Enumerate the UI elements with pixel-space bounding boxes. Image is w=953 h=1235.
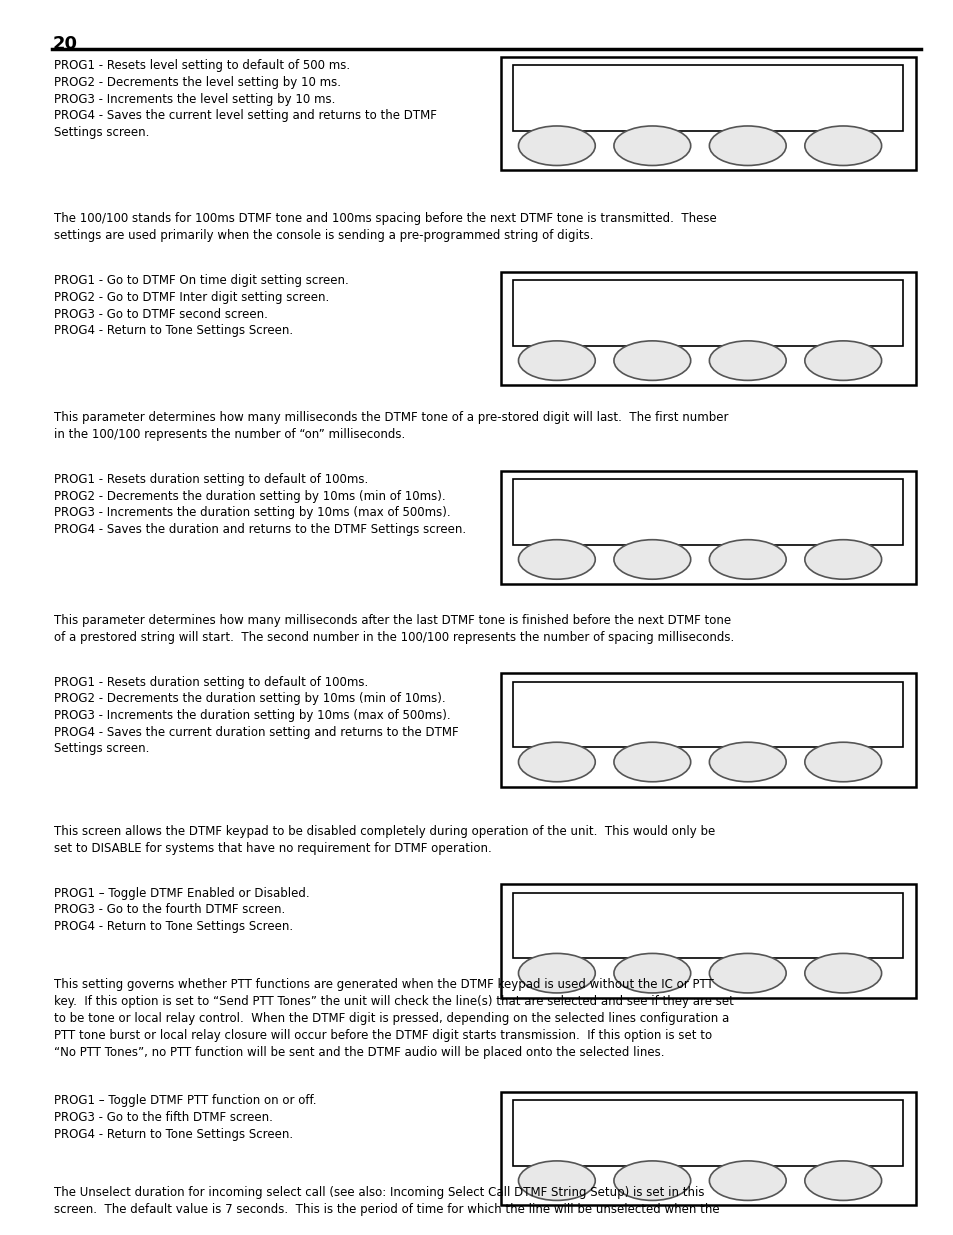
Text: PROG2 - Decrements the level setting by 10 ms.: PROG2 - Decrements the level setting by …: [54, 77, 341, 89]
Text: PROG1 - Resets level setting to default of 500 ms.: PROG1 - Resets level setting to default …: [54, 59, 350, 73]
Ellipse shape: [517, 1161, 595, 1200]
Ellipse shape: [804, 341, 881, 380]
Ellipse shape: [804, 953, 881, 993]
Text: PROG2 - Decrements the duration setting by 10ms (min of 10ms).: PROG2 - Decrements the duration setting …: [54, 692, 446, 705]
Text: PROG1 – Toggle DTMF Enabled or Disabled.: PROG1 – Toggle DTMF Enabled or Disabled.: [54, 887, 310, 900]
Text: PROG3 - Increments the duration setting by 10ms (max of 500ms).: PROG3 - Increments the duration setting …: [54, 709, 451, 722]
Text: set to DISABLE for systems that have no requirement for DTMF operation.: set to DISABLE for systems that have no …: [54, 842, 492, 855]
Text: PROG3 - Go to the fourth DTMF screen.: PROG3 - Go to the fourth DTMF screen.: [54, 904, 285, 916]
Ellipse shape: [517, 341, 595, 380]
Text: settings are used primarily when the console is sending a pre-programmed string : settings are used primarily when the con…: [54, 230, 594, 242]
Text: This screen allows the DTMF keypad to be disabled completely during operation of: This screen allows the DTMF keypad to be…: [54, 825, 715, 839]
Text: PROG2 - Go to DTMF Inter digit setting screen.: PROG2 - Go to DTMF Inter digit setting s…: [54, 290, 330, 304]
Text: in the 100/100 represents the number of “on” milliseconds.: in the 100/100 represents the number of …: [54, 429, 405, 441]
Ellipse shape: [709, 742, 785, 782]
Text: PROG3 - Increments the duration setting by 10ms (max of 500ms).: PROG3 - Increments the duration setting …: [54, 506, 451, 520]
Bar: [500, 1092, 915, 1205]
Text: “No PTT Tones”, no PTT function will be sent and the DTMF audio will be placed o: “No PTT Tones”, no PTT function will be …: [54, 1046, 664, 1060]
Text: PROG1 – Toggle DTMF PTT function on or off.: PROG1 – Toggle DTMF PTT function on or o…: [54, 1094, 316, 1108]
Ellipse shape: [804, 742, 881, 782]
Text: PROG1 - Resets duration setting to default of 100ms.: PROG1 - Resets duration setting to defau…: [54, 676, 368, 689]
Bar: [500, 272, 915, 385]
Ellipse shape: [614, 1161, 690, 1200]
Ellipse shape: [614, 341, 690, 380]
Ellipse shape: [517, 126, 595, 165]
Text: PROG4 - Saves the current level setting and returns to the DTMF: PROG4 - Saves the current level setting …: [54, 109, 436, 122]
Text: This parameter determines how many milliseconds after the last DTMF tone is fini: This parameter determines how many milli…: [54, 614, 731, 627]
Ellipse shape: [614, 540, 690, 579]
Ellipse shape: [614, 742, 690, 782]
Text: PROG3 - Go to the fifth DTMF screen.: PROG3 - Go to the fifth DTMF screen.: [54, 1112, 273, 1124]
Ellipse shape: [709, 341, 785, 380]
Bar: [513, 1100, 902, 1166]
Text: 20: 20: [52, 35, 77, 53]
Ellipse shape: [804, 1161, 881, 1200]
Text: PROG3 - Go to DTMF second screen.: PROG3 - Go to DTMF second screen.: [54, 308, 268, 321]
Bar: [513, 65, 902, 131]
Text: The 100/100 stands for 100ms DTMF tone and 100ms spacing before the next DTMF to: The 100/100 stands for 100ms DTMF tone a…: [54, 212, 717, 226]
Text: The Unselect duration for incoming select call (see also: Incoming Select Call D: The Unselect duration for incoming selec…: [54, 1186, 704, 1199]
Bar: [513, 280, 902, 346]
Ellipse shape: [517, 540, 595, 579]
Bar: [500, 57, 915, 170]
Text: This setting governs whether PTT functions are generated when the DTMF keypad is: This setting governs whether PTT functio…: [54, 978, 714, 992]
Bar: [513, 682, 902, 747]
Text: Settings screen.: Settings screen.: [54, 126, 150, 140]
Text: Settings screen.: Settings screen.: [54, 742, 150, 756]
Ellipse shape: [614, 126, 690, 165]
Ellipse shape: [517, 742, 595, 782]
Text: PROG4 - Return to Tone Settings Screen.: PROG4 - Return to Tone Settings Screen.: [54, 920, 294, 934]
Ellipse shape: [709, 540, 785, 579]
Text: PROG3 - Increments the level setting by 10 ms.: PROG3 - Increments the level setting by …: [54, 93, 335, 106]
Text: PROG2 - Decrements the duration setting by 10ms (min of 10ms).: PROG2 - Decrements the duration setting …: [54, 490, 446, 503]
Text: screen.  The default value is 7 seconds.  This is the period of time for which t: screen. The default value is 7 seconds. …: [54, 1203, 720, 1215]
Text: key.  If this option is set to “Send PTT Tones” the unit will check the line(s) : key. If this option is set to “Send PTT …: [54, 995, 734, 1008]
Ellipse shape: [517, 953, 595, 993]
Ellipse shape: [804, 126, 881, 165]
Text: PROG4 - Return to Tone Settings Screen.: PROG4 - Return to Tone Settings Screen.: [54, 324, 294, 337]
Ellipse shape: [804, 540, 881, 579]
Text: PTT tone burst or local relay closure will occur before the DTMF digit starts tr: PTT tone burst or local relay closure wi…: [54, 1029, 712, 1042]
Bar: [500, 884, 915, 998]
Text: PROG4 - Saves the duration and returns to the DTMF Settings screen.: PROG4 - Saves the duration and returns t…: [54, 522, 466, 536]
Text: This parameter determines how many milliseconds the DTMF tone of a pre-stored di: This parameter determines how many milli…: [54, 411, 728, 425]
Text: PROG1 - Go to DTMF On time digit setting screen.: PROG1 - Go to DTMF On time digit setting…: [54, 274, 349, 288]
Ellipse shape: [614, 953, 690, 993]
Ellipse shape: [709, 1161, 785, 1200]
Text: to be tone or local relay control.  When the DTMF digit is pressed, depending on: to be tone or local relay control. When …: [54, 1013, 729, 1025]
Text: of a prestored string will start.  The second number in the 100/100 represents t: of a prestored string will start. The se…: [54, 631, 734, 643]
Bar: [513, 893, 902, 958]
Text: PROG4 - Saves the current duration setting and returns to the DTMF: PROG4 - Saves the current duration setti…: [54, 726, 458, 739]
Text: PROG1 - Resets duration setting to default of 100ms.: PROG1 - Resets duration setting to defau…: [54, 473, 368, 487]
Bar: [500, 673, 915, 787]
Text: PROG4 - Return to Tone Settings Screen.: PROG4 - Return to Tone Settings Screen.: [54, 1128, 294, 1141]
Ellipse shape: [709, 953, 785, 993]
Bar: [513, 479, 902, 545]
Bar: [500, 471, 915, 584]
Ellipse shape: [709, 126, 785, 165]
